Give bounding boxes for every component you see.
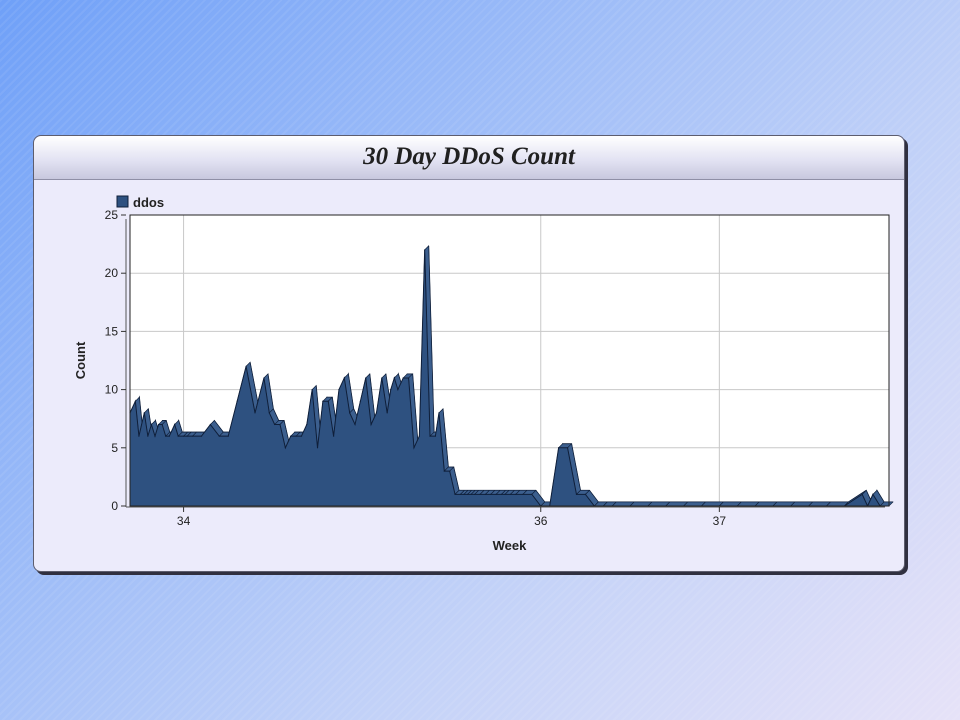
data-point	[150, 423, 153, 426]
y-tick-label: 10	[105, 383, 119, 397]
x-axis-title: Week	[493, 538, 527, 553]
data-point	[484, 493, 486, 495]
data-point	[218, 435, 220, 437]
data-point	[186, 435, 188, 437]
data-point	[316, 447, 319, 449]
data-point	[182, 435, 185, 437]
data-point	[438, 412, 440, 414]
data-point	[138, 435, 140, 437]
data-point	[500, 493, 503, 495]
data-point	[402, 377, 404, 379]
data-point	[495, 493, 497, 495]
data-point	[418, 435, 420, 437]
data-point	[157, 423, 160, 426]
data-point	[381, 377, 383, 379]
data-point	[191, 435, 194, 437]
data-point	[490, 493, 492, 495]
data-point	[522, 493, 524, 495]
data-point	[154, 435, 156, 437]
data-point	[349, 412, 351, 414]
data-point	[161, 423, 163, 426]
data-point	[295, 435, 297, 437]
legend-swatch	[116, 195, 129, 208]
data-point	[134, 400, 136, 402]
data-point	[177, 435, 179, 437]
data-point	[872, 493, 874, 495]
data-point	[584, 493, 587, 495]
data-point	[174, 423, 176, 426]
data-point	[479, 493, 481, 495]
data-point	[284, 447, 286, 449]
data-point	[531, 493, 533, 495]
data-point	[558, 447, 560, 449]
y-tick-label: 20	[105, 266, 119, 280]
x-tick-label: 36	[534, 514, 548, 528]
data-point	[365, 377, 367, 379]
data-point	[274, 423, 276, 426]
plot-frame	[129, 214, 890, 507]
data-point	[424, 249, 426, 251]
data-point	[434, 435, 436, 437]
data-point	[515, 493, 517, 495]
data-point	[147, 435, 149, 437]
data-point	[143, 412, 145, 414]
data-point	[370, 423, 372, 426]
data-point	[466, 493, 469, 495]
data-point	[459, 493, 461, 495]
data-point	[200, 435, 203, 437]
data-point	[386, 412, 388, 414]
data-point	[338, 389, 340, 391]
data-point	[449, 470, 451, 472]
data-point	[311, 389, 313, 391]
data-point	[509, 493, 511, 495]
data-point	[429, 435, 431, 437]
y-tick-label: 0	[111, 499, 118, 513]
data-point	[254, 412, 256, 414]
y-axis-title: Count	[73, 341, 88, 379]
data-point	[322, 400, 324, 402]
x-tick-label: 34	[177, 514, 191, 528]
y-tick-label: 5	[111, 441, 118, 455]
data-point	[343, 377, 345, 379]
data-point	[443, 470, 445, 472]
data-point	[397, 389, 399, 391]
data-point	[327, 400, 329, 402]
data-point	[165, 435, 167, 437]
y-tick-label: 15	[105, 324, 119, 338]
data-point	[354, 423, 356, 426]
data-point	[463, 493, 465, 495]
data-point	[413, 447, 415, 449]
data-point	[332, 435, 335, 437]
chart-panel: 30 Day DDoS Count 0 5 10 15 20 25 34 36 37 Week Co…	[33, 135, 905, 572]
chart-svg: 0 5 10 15 20 25 34 36 37 Week Count ddos	[73, 195, 894, 553]
data-point	[470, 493, 472, 495]
data-point	[263, 377, 265, 379]
data-point	[566, 447, 569, 449]
data-point	[236, 400, 238, 402]
data-point	[575, 493, 578, 495]
data-point	[393, 377, 395, 379]
data-point	[268, 412, 270, 414]
data-point	[227, 435, 229, 437]
data-point	[504, 493, 506, 495]
data-point	[390, 389, 392, 391]
data-point	[407, 377, 410, 379]
x-tick-label: 37	[713, 514, 727, 528]
data-point	[861, 493, 863, 495]
data-point	[359, 400, 361, 402]
data-point	[245, 365, 247, 367]
data-point	[306, 423, 308, 426]
data-point	[209, 423, 211, 426]
data-point	[454, 493, 456, 495]
data-point	[290, 435, 292, 437]
data-point	[375, 412, 378, 414]
data-point	[300, 435, 303, 437]
y-tick-label: 25	[105, 208, 119, 222]
chart-title: 30 Day DDoS Count	[363, 143, 575, 170]
data-point	[474, 493, 476, 495]
chart-title-bar: 30 Day DDoS Count	[34, 136, 904, 180]
legend-label: ddos	[133, 195, 164, 210]
data-point	[279, 423, 281, 426]
data-point	[168, 435, 170, 437]
